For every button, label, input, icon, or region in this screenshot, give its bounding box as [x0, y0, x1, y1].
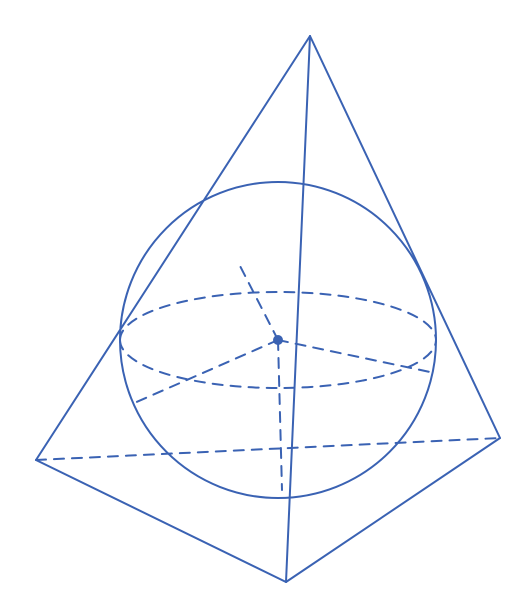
tetra-edge-apex-base_right	[310, 36, 500, 438]
tetra-edge-base_left-base_front	[36, 460, 286, 582]
sphere-equator-back	[120, 292, 436, 340]
center-line-to_base_left	[132, 340, 278, 404]
center-line-to_base_front	[278, 340, 282, 490]
center-line-radius_segment	[238, 262, 278, 340]
tetra-edge-apex-base_left	[36, 36, 310, 460]
inscribed-sphere-diagram	[0, 0, 524, 600]
center-line-to_base_right	[278, 340, 430, 372]
tetra-edge-base_front-base_right	[286, 438, 500, 582]
tetra-edge-base_left-base_right-hidden	[36, 438, 500, 460]
tetra-edge-apex-base_front	[286, 36, 310, 582]
sphere-center-dot	[273, 335, 283, 345]
